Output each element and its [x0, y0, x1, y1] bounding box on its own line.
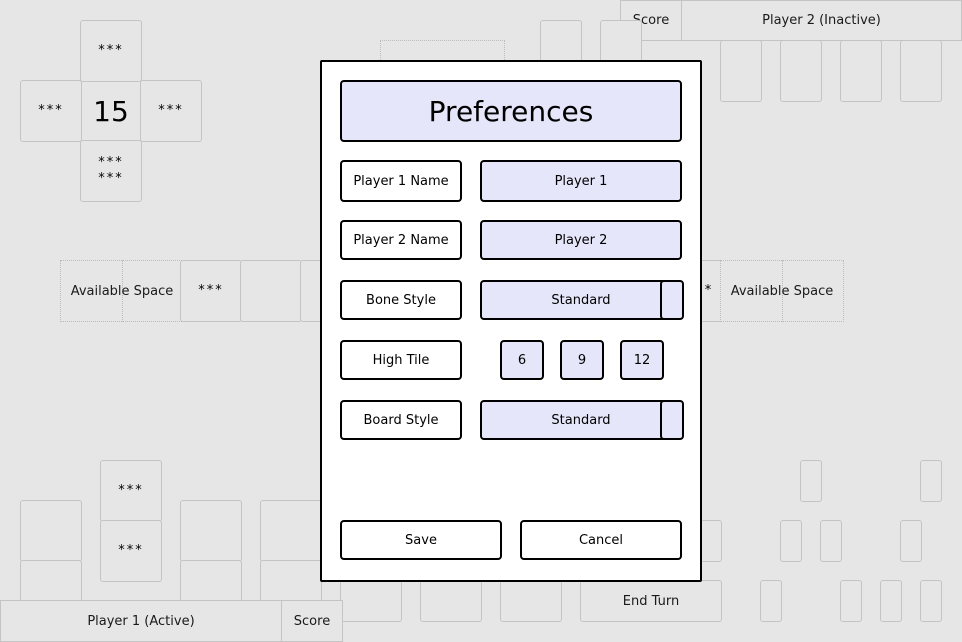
domino-pips: * [704, 283, 714, 298]
boneyard-tile[interactable] [760, 580, 782, 622]
domino-tile[interactable]: *** [140, 80, 202, 142]
hand-tile[interactable] [840, 40, 882, 102]
player2-status: Player 2 (Inactive) [681, 0, 962, 41]
available-space[interactable] [122, 260, 184, 322]
domino-pips: *** *** [98, 155, 124, 186]
domino-tile[interactable]: *** [20, 80, 82, 142]
preferences-title: Preferences [340, 80, 682, 142]
boneyard-tile[interactable] [920, 580, 942, 622]
boneyard-tile[interactable] [920, 460, 942, 502]
board-style-select[interactable]: Standard [480, 400, 682, 440]
boneyard-tile[interactable] [700, 520, 722, 562]
domino-pips: *** [198, 283, 224, 298]
hand-tile[interactable] [340, 580, 402, 622]
player1-name-label: Player 1 Name [340, 160, 462, 202]
domino-pips: *** [98, 43, 124, 58]
boneyard-tile[interactable] [800, 460, 822, 502]
save-button[interactable]: Save [340, 520, 502, 560]
domino-tile[interactable]: *** [80, 20, 142, 82]
boneyard-tile[interactable] [880, 580, 902, 622]
high-tile-option-9[interactable]: 9 [560, 340, 604, 380]
hand-tile[interactable] [180, 500, 242, 562]
boneyard-tile[interactable] [780, 520, 802, 562]
cancel-button[interactable]: Cancel [520, 520, 682, 560]
domino-tile[interactable]: *** [100, 520, 162, 582]
domino-tile[interactable] [240, 260, 302, 322]
hand-tile[interactable] [720, 40, 762, 102]
board-style-dropdown-button[interactable] [660, 400, 684, 440]
domino-pips: *** [158, 103, 184, 118]
preferences-dialog: Preferences Player 1 Name Player 1 Playe… [320, 60, 702, 582]
hand-tile[interactable] [900, 40, 942, 102]
bone-style-select[interactable]: Standard [480, 280, 682, 320]
high-tile-option-12[interactable]: 12 [620, 340, 664, 380]
player1-name-input[interactable]: Player 1 [480, 160, 682, 202]
hand-tile[interactable] [780, 40, 822, 102]
hand-tile[interactable] [420, 580, 482, 622]
available-space[interactable] [720, 260, 784, 322]
end-turn-button[interactable]: End Turn [580, 580, 722, 622]
boneyard-tile[interactable] [840, 580, 862, 622]
player2-name-label: Player 2 Name [340, 220, 462, 260]
bone-style-label: Bone Style [340, 280, 462, 320]
available-space-label: Available Space [730, 283, 834, 299]
domino-pips: *** [118, 483, 144, 498]
available-space[interactable] [60, 260, 124, 322]
domino-pips: *** [38, 103, 64, 118]
board-style-label: Board Style [340, 400, 462, 440]
high-tile-label: High Tile [340, 340, 462, 380]
hand-tile[interactable] [500, 580, 562, 622]
player2-name-input[interactable]: Player 2 [480, 220, 682, 260]
score-display: 15 [93, 94, 129, 128]
domino-tile[interactable]: *** [100, 460, 162, 522]
player1-status: Player 1 (Active) [0, 600, 282, 642]
hand-tile[interactable] [260, 500, 322, 562]
bone-style-dropdown-button[interactable] [660, 280, 684, 320]
domino-tile[interactable]: *** [180, 260, 242, 322]
domino-pips: *** [118, 543, 144, 558]
high-tile-option-6[interactable]: 6 [500, 340, 544, 380]
domino-tile[interactable]: *** *** [80, 140, 142, 202]
hand-tile[interactable] [20, 500, 82, 562]
boneyard-tile[interactable] [900, 520, 922, 562]
available-space-label: Available Space [70, 283, 174, 299]
available-space[interactable] [782, 260, 844, 322]
boneyard-tile[interactable] [820, 520, 842, 562]
player1-score-label: Score [281, 600, 343, 642]
